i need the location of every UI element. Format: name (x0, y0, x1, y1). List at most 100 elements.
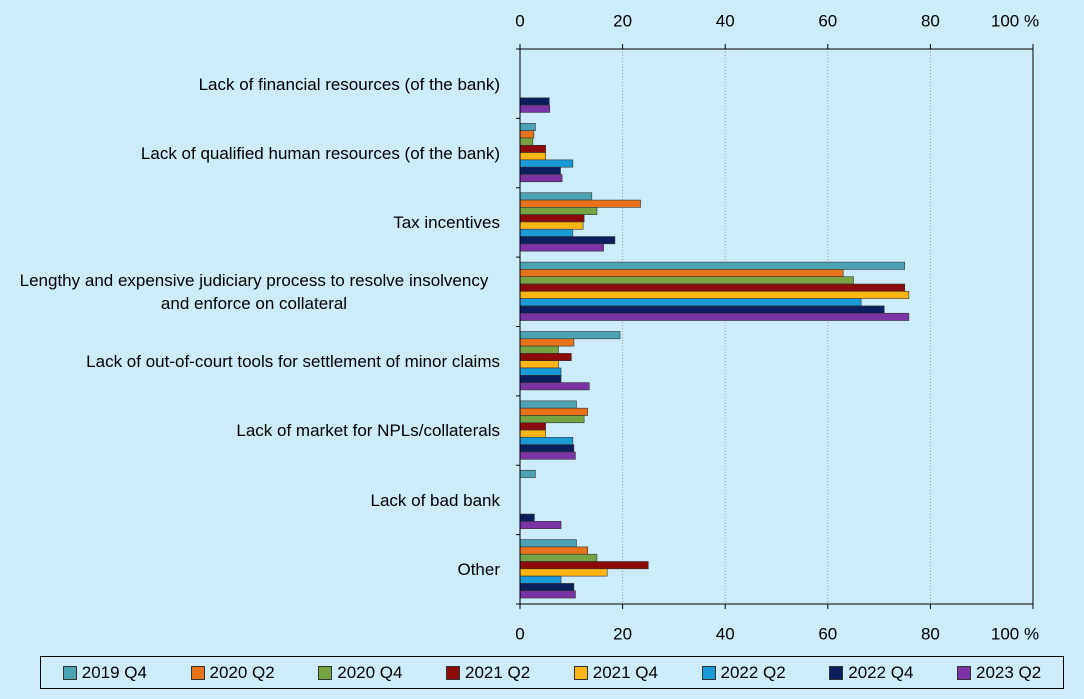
bar (519, 276, 854, 285)
bar (519, 269, 844, 278)
bar (519, 374, 562, 383)
legend-label: 2019 Q4 (81, 662, 147, 682)
bar (519, 583, 575, 592)
category-row: Lack of out-of-court tools for settlemen… (0, 327, 500, 397)
bar (519, 451, 576, 460)
bar (519, 382, 590, 391)
bar (519, 568, 608, 577)
legend-swatch (573, 665, 588, 680)
bar (519, 553, 598, 562)
plot-frame (519, 48, 1034, 605)
bar (519, 400, 577, 409)
legend-label: 2021 Q2 (465, 662, 531, 682)
category-row: Lack of market for NPLs/collaterals (0, 396, 500, 466)
legend-swatch (446, 665, 460, 680)
bar (519, 407, 589, 416)
bar (519, 367, 562, 376)
legend-item: 2022 Q4 (829, 663, 913, 683)
bar (519, 104, 551, 113)
legend-swatch (190, 665, 205, 680)
bar (519, 123, 536, 131)
category-label: Lack of market for NPLs/collaterals (236, 421, 500, 441)
category-label: Lack of financial resources (of the bank… (198, 74, 500, 94)
bar (519, 338, 575, 347)
bar (519, 207, 598, 215)
bar (519, 199, 641, 208)
legend-item: 2021 Q2 (446, 663, 530, 683)
bar (519, 291, 910, 299)
bar (519, 415, 585, 424)
legend-item: 2020 Q4 (318, 663, 402, 683)
bar (519, 521, 562, 529)
legend-swatch (62, 665, 77, 680)
bar (519, 174, 563, 183)
category-label: Other (457, 560, 500, 580)
bar (519, 159, 574, 168)
bar (519, 469, 536, 478)
legend-item: 2022 Q2 (701, 662, 786, 683)
x-tick-label-bottom: 60 (818, 624, 837, 643)
x-tick-label-bottom: 0 (515, 624, 524, 643)
bar (519, 152, 546, 161)
x-tick-label-top: 40 (716, 11, 735, 30)
legend-item: 2019 Q4 (62, 662, 147, 683)
legend-item: 2021 Q4 (573, 662, 658, 683)
bar (519, 429, 546, 438)
legend-swatch (701, 665, 716, 680)
legend-swatch (318, 665, 333, 680)
legend-swatch (829, 665, 844, 680)
bar (519, 546, 589, 555)
x-tick-label-bottom: 40 (716, 624, 735, 643)
category-row: Lengthy and expensive judiciary process … (0, 257, 500, 327)
bar (519, 513, 535, 522)
bar (519, 360, 559, 369)
bar (519, 422, 546, 431)
bar (519, 561, 649, 570)
bar (519, 575, 562, 584)
x-tick-label-bottom: 20 (613, 624, 632, 643)
category-row: Lack of financial resources (of the bank… (0, 49, 500, 119)
bar (519, 298, 862, 307)
legend-label: 2022 Q2 (720, 662, 786, 682)
bar (519, 305, 885, 314)
bar (519, 437, 574, 445)
bar (519, 228, 574, 237)
legend-item: 2020 Q2 (190, 662, 275, 683)
x-tick-label-top: 60 (818, 11, 837, 30)
bar (519, 130, 535, 139)
category-row: Other (0, 535, 500, 605)
bar (519, 97, 550, 106)
x-tick-label-top: 0 (515, 11, 524, 30)
legend-label: 2021 Q4 (592, 662, 658, 682)
category-label: Lack of qualified human resources (of th… (140, 143, 500, 163)
bar (519, 312, 910, 321)
x-tick-label-bottom: 80 (921, 624, 940, 643)
bar (519, 236, 616, 245)
category-row: Lack of qualified human resources (of th… (0, 118, 500, 188)
x-tick-label-top: 80 (921, 11, 940, 30)
bar (519, 353, 572, 361)
legend-item: 2023 Q2 (957, 663, 1041, 683)
x-tick-label-top: 20 (613, 11, 632, 30)
bar (519, 166, 561, 175)
bar (519, 331, 621, 340)
bar (519, 261, 906, 270)
bar (519, 590, 576, 599)
category-label: Lack of out-of-court tools for settlemen… (86, 352, 500, 371)
bar (519, 221, 584, 230)
legend-label: 2020 Q4 (337, 662, 403, 682)
legend-label: 2022 Q4 (848, 662, 914, 682)
legend-swatch (957, 665, 971, 680)
legend-label: 2020 Q2 (209, 662, 275, 682)
category-label: Lack of bad bank (370, 490, 500, 510)
bar (519, 444, 575, 453)
bar (519, 214, 585, 223)
bar (519, 243, 604, 252)
category-label: Lengthy and expensive judiciary process … (19, 271, 489, 314)
bar (519, 144, 546, 153)
legend-label: 2023 Q2 (976, 662, 1042, 682)
bar (519, 137, 534, 146)
bar (519, 345, 559, 354)
